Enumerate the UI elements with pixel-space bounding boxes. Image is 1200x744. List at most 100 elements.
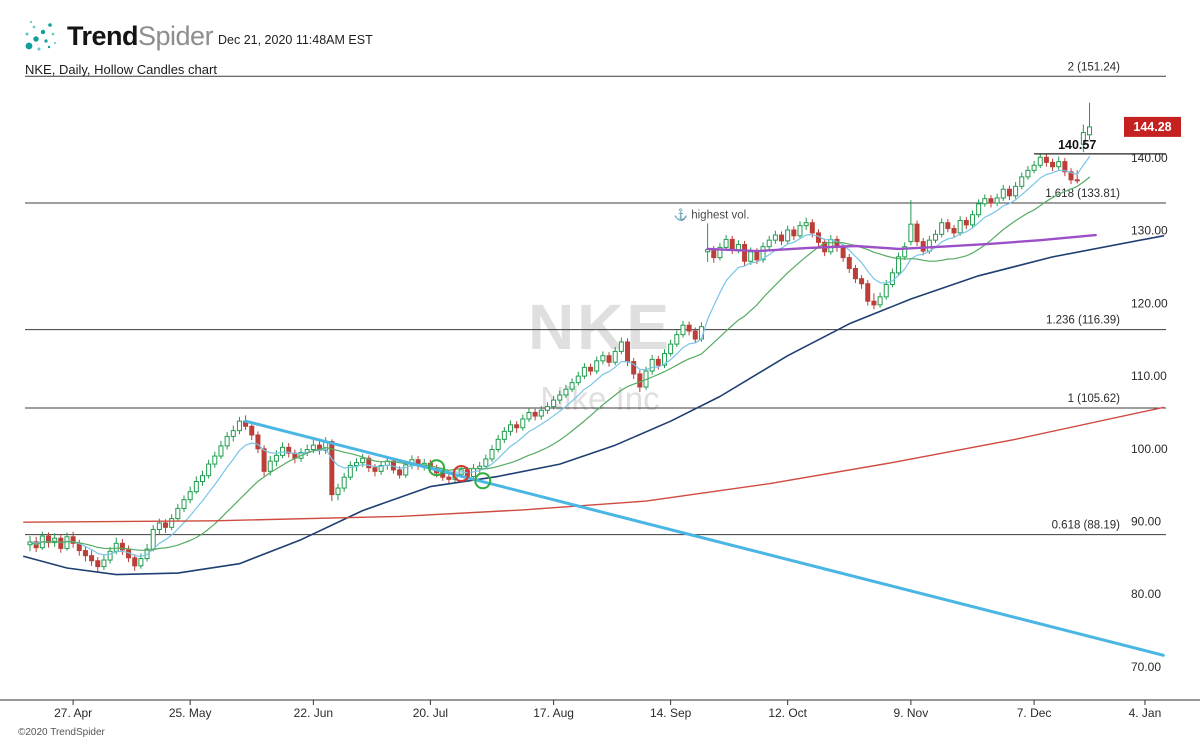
candle-body xyxy=(1037,156,1043,166)
candle-body xyxy=(883,283,889,298)
candle-body xyxy=(680,324,686,336)
candle-body xyxy=(631,361,637,375)
candle-body xyxy=(933,233,939,241)
x-axis-label: 12. Oct xyxy=(768,706,807,720)
candle-body xyxy=(193,481,199,493)
candle-body xyxy=(1031,164,1037,171)
candle-body xyxy=(803,222,809,227)
candle-body xyxy=(1056,161,1062,168)
candle-body xyxy=(902,246,908,258)
highest-volume-annotation[interactable]: ⚓ highest vol. xyxy=(674,207,750,221)
candle-body xyxy=(1062,161,1068,173)
y-axis-label: 130.00 xyxy=(1131,224,1168,238)
x-axis-label: 27. Apr xyxy=(54,706,92,720)
candle-body xyxy=(446,476,452,480)
candle-body xyxy=(366,457,372,469)
fib-level-label: 1 (105.62) xyxy=(1068,393,1121,405)
x-axis-label: 17. Aug xyxy=(533,706,574,720)
candle-body xyxy=(711,249,717,259)
candle-body xyxy=(717,246,723,259)
overlay-ema-fast-line xyxy=(29,156,1091,557)
candle-body xyxy=(119,542,125,551)
candle-body xyxy=(686,324,692,332)
anchored-vwap-line[interactable] xyxy=(706,233,1097,253)
candle-body xyxy=(273,454,279,462)
candle-body xyxy=(347,465,353,478)
x-axis-label: 4. Jan xyxy=(1129,706,1162,720)
candle-body xyxy=(532,411,538,417)
brand-name: TrendSpider xyxy=(67,18,214,54)
candle-body xyxy=(489,449,495,460)
candle-body xyxy=(477,465,483,469)
candle-body xyxy=(1019,176,1025,187)
candle-body xyxy=(951,228,957,234)
copyright: ©2020 TrendSpider xyxy=(18,727,105,738)
candle-body xyxy=(1025,169,1031,178)
candle-body xyxy=(551,399,557,408)
candle-body xyxy=(138,558,144,567)
candle-body xyxy=(150,528,156,550)
candle-body xyxy=(920,241,926,252)
candle-body xyxy=(113,542,119,552)
candle-body xyxy=(341,476,347,489)
x-axis-label: 7. Dec xyxy=(1017,706,1052,720)
y-axis-label: 140.00 xyxy=(1131,151,1168,165)
fib-extension-levels[interactable]: 2 (151.24) 1.618 (133.81) 1.236 (116.39) 1 … xyxy=(25,61,1166,536)
trendline-touch-marker[interactable] xyxy=(428,459,446,477)
candle-body xyxy=(791,229,797,237)
candle-body xyxy=(772,234,778,241)
candle-body xyxy=(378,465,384,472)
candle-body xyxy=(877,296,883,306)
candle-body xyxy=(1074,179,1080,182)
overlay-sma-slow-line xyxy=(23,235,1165,576)
candle-body xyxy=(754,251,760,261)
candle-body xyxy=(729,238,735,251)
candle-body xyxy=(397,469,403,476)
candle-body xyxy=(255,434,261,450)
y-axis-label: 110.00 xyxy=(1131,369,1167,383)
candle-body xyxy=(144,548,150,560)
y-axis: 140.00 130.00 120.00 110.00 100.00 90.00 80.00… xyxy=(1131,151,1168,674)
candle-body xyxy=(637,373,643,388)
candle-body xyxy=(163,522,169,528)
candle-body xyxy=(169,518,175,528)
candle-body xyxy=(1050,161,1056,168)
fib-level-label: 0.618 (88.19) xyxy=(1052,520,1121,532)
candle-body xyxy=(896,256,902,274)
candle-body xyxy=(766,239,772,248)
candle-body xyxy=(871,300,877,306)
candle-body xyxy=(828,238,834,253)
brand-name-light: Spider xyxy=(138,21,214,51)
x-axis-label: 14. Sep xyxy=(650,706,692,720)
brand: TrendSpider xyxy=(22,18,214,54)
chart-title: NKE, Daily, Hollow Candles chart xyxy=(25,62,217,77)
candle-body xyxy=(612,350,618,363)
candle-body xyxy=(649,358,655,372)
candle-body xyxy=(538,409,544,417)
fib-level-label: 1.236 (116.39) xyxy=(1046,315,1120,327)
candle-body xyxy=(809,222,815,234)
candle-body xyxy=(908,223,914,243)
candle-body xyxy=(224,435,230,447)
x-axis-label: 25. May xyxy=(169,706,212,720)
candle-body xyxy=(668,343,674,355)
candle-body xyxy=(107,550,113,561)
y-axis-label: 70.00 xyxy=(1131,660,1161,674)
candle-body xyxy=(1080,132,1086,145)
candle-body xyxy=(692,330,698,340)
candle-body xyxy=(95,560,101,568)
candle-body xyxy=(310,444,316,451)
candle-body xyxy=(280,446,286,456)
y-axis-label: 90.00 xyxy=(1131,515,1161,529)
trendline-touch-marker[interactable] xyxy=(474,472,492,490)
candle-body xyxy=(507,424,513,432)
candle-body xyxy=(206,463,212,477)
descending-trendline[interactable] xyxy=(244,419,1165,657)
trendline-touch-marker[interactable] xyxy=(452,465,470,483)
candle-body xyxy=(70,536,76,544)
candle-body xyxy=(1006,188,1012,197)
candle-body xyxy=(1043,156,1049,163)
candle-body xyxy=(286,446,292,454)
